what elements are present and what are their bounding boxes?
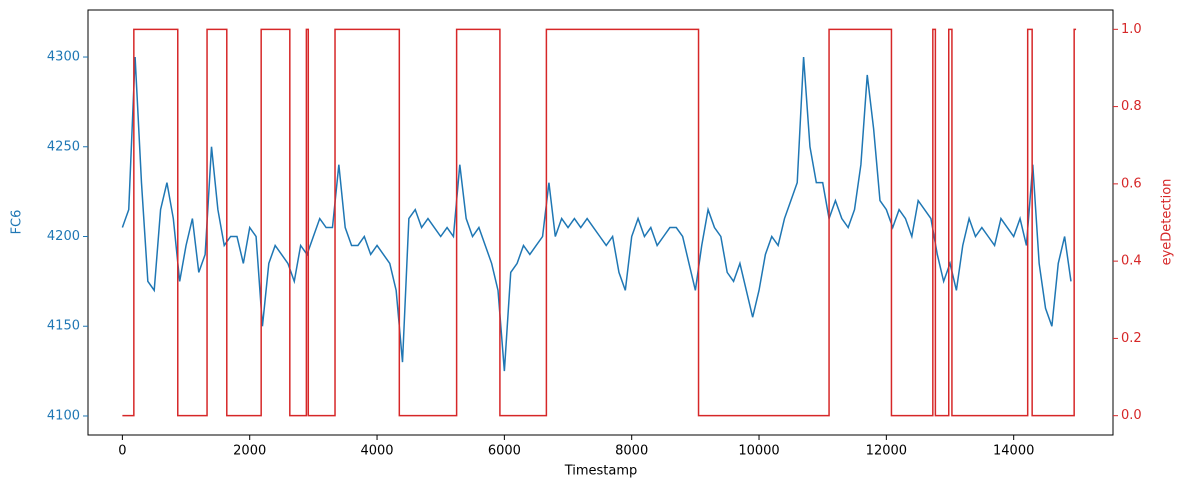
y2-tick-label: 0.4 (1121, 254, 1142, 269)
y2-tick-label: 0.6 (1121, 176, 1142, 191)
x-tick-label: 0 (118, 444, 126, 459)
x-axis-label: Timestamp (564, 464, 638, 479)
y2-axis-label: eyeDetection (1160, 179, 1175, 266)
plot-frame (87, 9, 1114, 436)
x-tick-label: 4000 (360, 444, 393, 459)
y-tick-label: 4100 (47, 408, 80, 423)
x-tick-label: 6000 (488, 444, 521, 459)
y-tick-label: 4300 (47, 50, 80, 65)
x-tick-label: 14000 (993, 444, 1034, 459)
y-axis-label: FC6 (10, 210, 25, 235)
y2-tick-label: 0.2 (1121, 331, 1142, 346)
series-line (122, 28, 1077, 417)
x-tick-label: 10000 (738, 444, 779, 459)
x-tick-label: 12000 (866, 444, 907, 459)
x-tick-label: 2000 (233, 444, 266, 459)
y-tick-label: 4150 (47, 319, 80, 334)
y2-tick-label: 0.8 (1121, 99, 1142, 114)
x-tick-label: 8000 (615, 444, 648, 459)
y2-tick-label: 0.0 (1121, 408, 1142, 423)
series-line (121, 56, 1072, 372)
y2-tick-label: 1.0 (1121, 22, 1142, 37)
y-tick-label: 4250 (47, 139, 80, 154)
y-tick-label: 4200 (47, 229, 80, 244)
